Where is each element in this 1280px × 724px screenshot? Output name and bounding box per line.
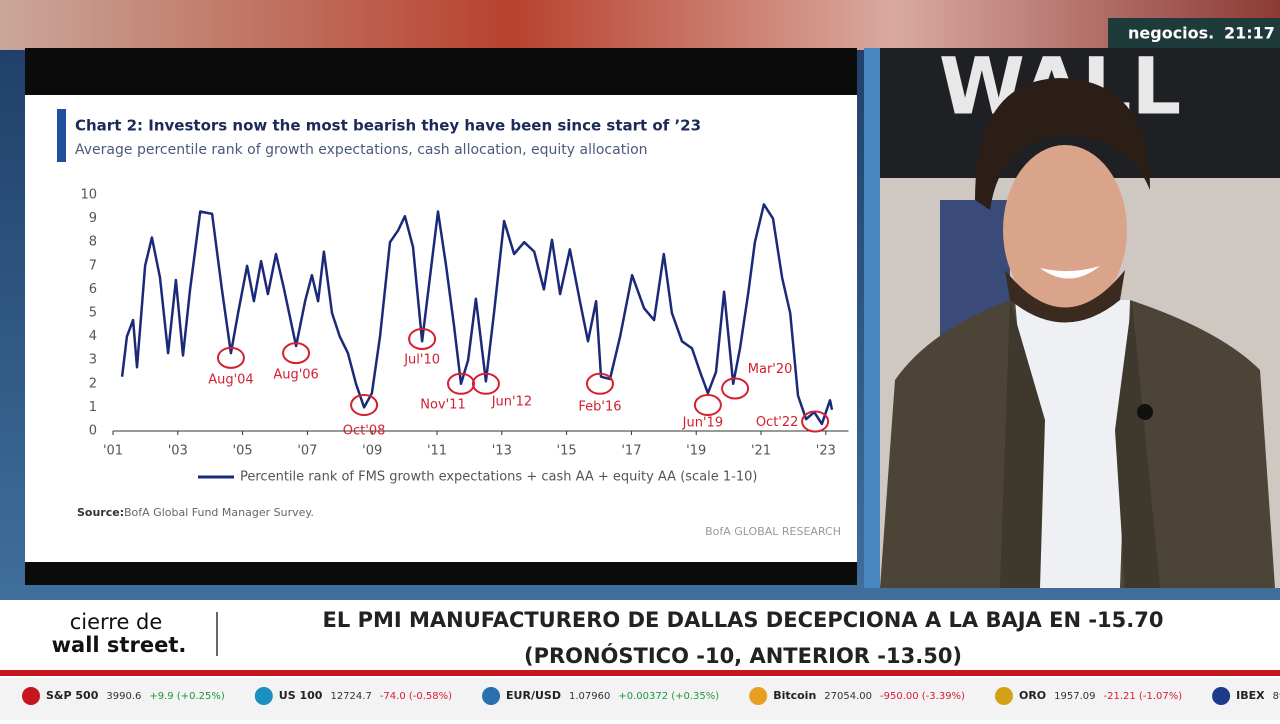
y-tick-label: 1	[89, 400, 97, 415]
plot: 0 1 2 3 4 5 6 7 8 9 10 '01 '03 '05 '07 '09 '11 '13 '15 '17 '…	[80, 188, 849, 485]
x-tick-label: '17	[621, 444, 641, 459]
ticker-icon	[254, 687, 273, 705]
annotation-circle	[216, 346, 245, 369]
annotation-label: Nov'11	[420, 397, 466, 412]
series-line	[120, 203, 834, 426]
y-tick-label: 10	[80, 188, 97, 203]
ticker-price: 27054.00	[824, 691, 872, 702]
chart-title: Chart 2: Investors now the most bearish …	[75, 117, 701, 135]
y-tick-label: 9	[89, 211, 97, 226]
annotation-label: Oct'08	[343, 424, 386, 439]
annotation-circle	[801, 410, 830, 433]
shirt	[1015, 300, 1130, 588]
x-tick-label: '07	[297, 444, 317, 459]
annotation-circle	[446, 372, 475, 395]
headline: (PRONÓSTICO -10, ANTERIOR -13.50)	[524, 643, 962, 668]
ticker-price: 89	[1273, 691, 1280, 702]
y-tick-label: 8	[89, 235, 97, 250]
annotation-circle	[282, 342, 311, 365]
show-name: cierre de	[70, 610, 163, 634]
annotation-label: Mar'20	[748, 362, 793, 377]
channel-bug	[1108, 18, 1280, 48]
ticker-name: IBEX	[1236, 689, 1265, 702]
x-tick-label: '05	[233, 444, 253, 459]
ticker-price: 1.07960	[569, 691, 610, 702]
ticker-price: 12724.7	[330, 691, 371, 702]
annotation-circle	[471, 372, 500, 395]
microphone	[1137, 404, 1153, 420]
annotation-label: Jun'12	[491, 394, 532, 409]
x-tick-label: '09	[362, 444, 382, 459]
lower-third	[0, 600, 1280, 670]
face	[1003, 145, 1127, 315]
x-tick-label: '01	[103, 444, 123, 459]
ticker-name: US 100	[279, 689, 323, 702]
ticker-name: S&P 500	[46, 689, 99, 702]
x-tick-label: '13	[492, 444, 512, 459]
smile	[1040, 266, 1100, 279]
y-tick-label: 4	[89, 329, 97, 344]
ticker-bar	[0, 678, 1280, 720]
annotation-label: Jun'19	[682, 416, 723, 431]
clock: 21:17	[1224, 24, 1275, 43]
ticker-icon	[1212, 687, 1231, 705]
source: BofA Global Fund Manager Survey.	[124, 506, 314, 519]
chart-subtitle: Average percentile rank of growth expect…	[75, 142, 648, 158]
ticker-icon	[749, 687, 768, 705]
annotation-circle	[721, 377, 750, 400]
annotation-label: Jul'10	[403, 352, 440, 367]
x-tick-label: '11	[427, 444, 447, 459]
ticker-price: 3990.6	[106, 691, 141, 702]
y-tick-label: 5	[89, 306, 97, 321]
channel-name: negocios.	[1128, 24, 1214, 43]
show-name: wall street.	[52, 633, 187, 657]
annotation-circle	[350, 394, 379, 417]
x-tick-label: '23	[816, 444, 836, 459]
ticker-name: ORO	[1019, 689, 1046, 702]
headline: EL PMI MANUFACTURERO DE DALLAS DECEPCION…	[323, 608, 1164, 632]
x-tick-label: '21	[751, 444, 771, 459]
annotation-circle	[693, 394, 722, 417]
ticker-icon	[482, 687, 501, 705]
legend-label: Percentile rank of FMS growth expectatio…	[240, 470, 758, 485]
ticker-change: -74.0 (-0.58%)	[380, 691, 452, 702]
annotation-label: Oct'22	[756, 415, 799, 430]
ticker-price: 1957.09	[1054, 691, 1095, 702]
ticker-name: EUR/USD	[506, 689, 561, 702]
beard	[1005, 270, 1125, 323]
annotation-label: Aug'06	[273, 368, 319, 383]
red-rule	[0, 670, 1280, 676]
brand: BofA GLOBAL RESEARCH	[705, 525, 841, 538]
y-tick-label: 6	[89, 282, 97, 297]
ticker-icon	[994, 687, 1013, 705]
x-tick-label: '03	[168, 444, 188, 459]
ticker-change: -21.21 (-1.07%)	[1104, 691, 1183, 702]
source-label: Source:	[77, 506, 124, 519]
annotation-circle	[585, 372, 614, 395]
y-tick-label: 2	[89, 376, 97, 391]
annotation-circle	[408, 327, 437, 350]
divider	[864, 48, 880, 588]
x-tick-label: '19	[686, 444, 706, 459]
lapel	[1000, 300, 1045, 588]
title-bar	[57, 109, 66, 162]
top-strip	[0, 0, 1280, 50]
ticker-name: Bitcoin	[773, 689, 816, 702]
lapel	[1115, 300, 1160, 588]
ticker-change: +9.9 (+0.25%)	[149, 691, 225, 702]
y-tick-label: 3	[89, 353, 97, 368]
annotation-label: Feb'16	[578, 399, 621, 414]
ticker-icon	[22, 687, 40, 705]
ticker: S&P 500 3990.6 +9.9 (+0.25%) US 100 12724.7-…	[22, 687, 1280, 705]
annotation-label: Aug'04	[208, 372, 254, 387]
ticker-change: -950.00 (-3.39%)	[880, 691, 965, 702]
x-tick-label: '15	[557, 444, 577, 459]
y-tick-label: 0	[89, 424, 97, 439]
hair	[975, 78, 1150, 210]
ticker-change: +0.00372 (+0.35%)	[618, 691, 719, 702]
chart-panel	[25, 95, 857, 562]
y-tick-label: 7	[89, 258, 97, 273]
